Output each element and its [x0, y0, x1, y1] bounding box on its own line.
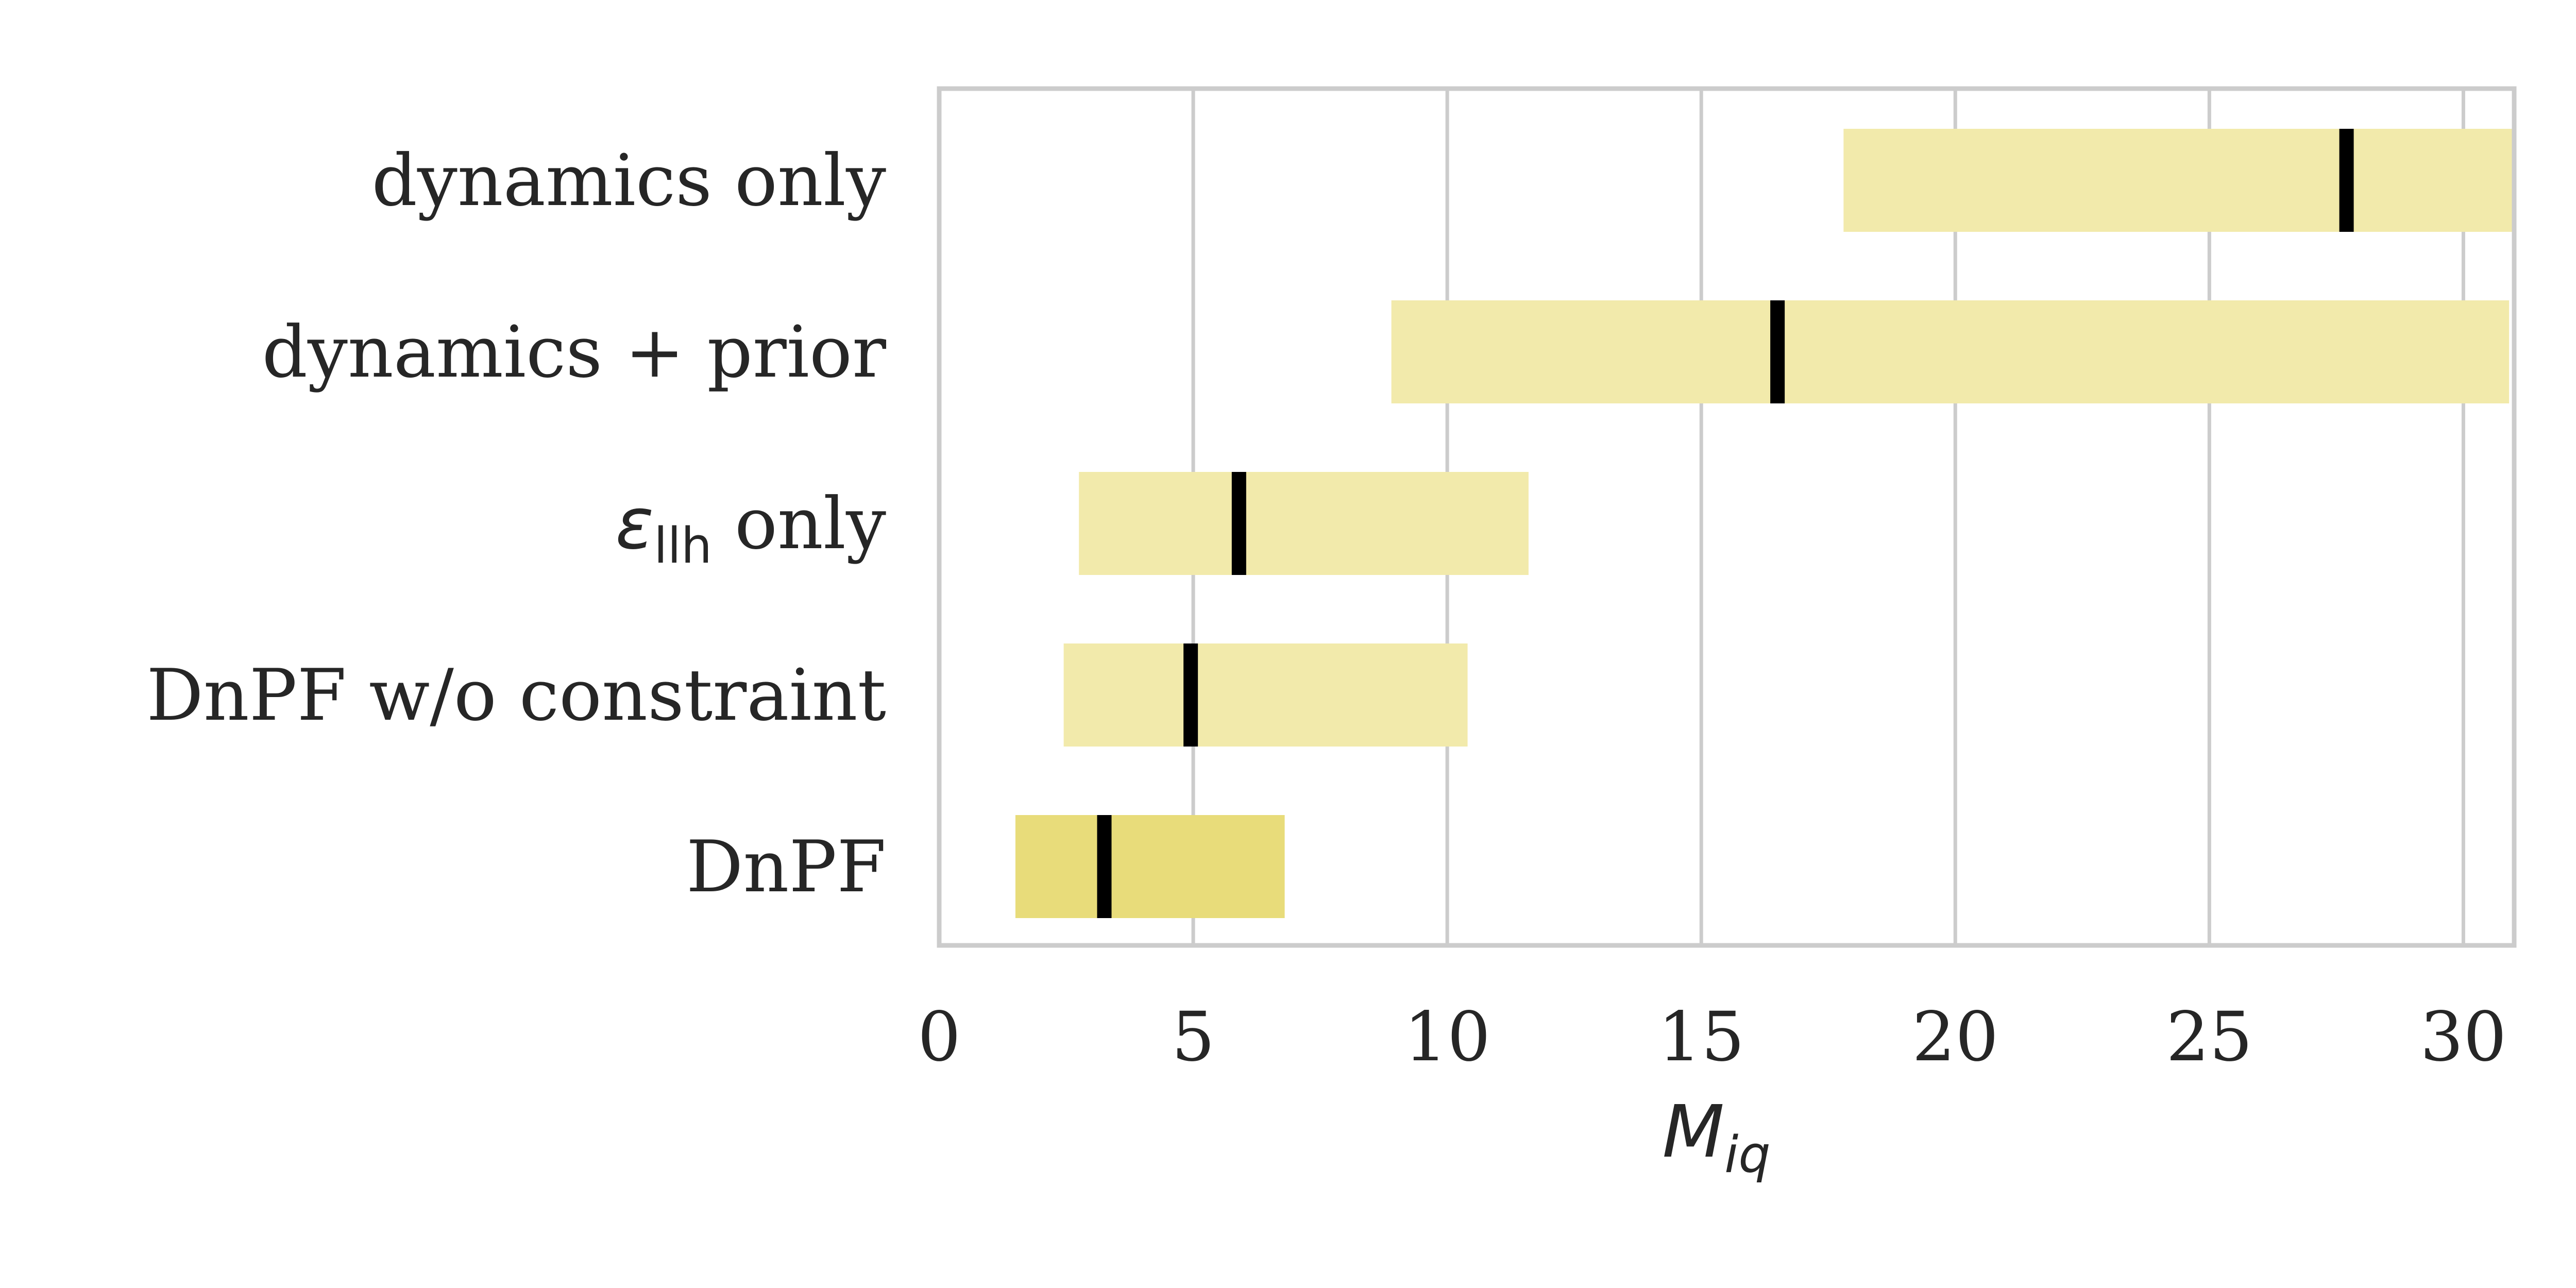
plot-frame	[937, 86, 2517, 948]
median-marker	[2339, 129, 2354, 232]
category-label: DnPF	[686, 825, 886, 908]
x-tick-label: 20	[1912, 997, 1998, 1077]
median-marker	[1231, 472, 1246, 575]
x-axis-label: Miq	[1662, 1090, 1770, 1184]
median-marker	[1183, 643, 1198, 747]
median-marker	[1770, 300, 1785, 403]
category-label-symbol: ε	[615, 482, 654, 565]
category-labels: dynamics only dynamics + prior εllh only Dn…	[146, 139, 886, 908]
category-label-subscript: llh	[654, 518, 712, 574]
x-tick-label: 25	[2166, 997, 2252, 1077]
category-label: dynamics only	[372, 139, 887, 222]
x-tick-labels: 0 5 10 15 20 25 30	[918, 997, 2506, 1077]
median-markers	[1097, 129, 2354, 918]
x-tick-label: 30	[2420, 997, 2506, 1077]
x-axis-label-main: M	[1662, 1090, 1724, 1174]
interval-bar	[1843, 129, 2514, 232]
category-label-text: only	[712, 482, 886, 565]
interval-bar	[1063, 643, 1468, 747]
interval-bar	[1015, 815, 1285, 918]
x-tick-label: 5	[1172, 997, 1215, 1077]
median-marker	[1097, 815, 1112, 918]
category-label: εllh only	[615, 482, 886, 574]
x-axis-label-sub: iq	[1724, 1126, 1770, 1184]
x-tick-label: 15	[1658, 997, 1744, 1077]
interval-bar	[1079, 472, 1529, 575]
x-tick-label: 0	[918, 997, 961, 1077]
category-label: DnPF w/o constraint	[146, 654, 886, 737]
interval-bars	[1015, 129, 2514, 918]
category-label: dynamics + prior	[262, 311, 886, 394]
x-tick-label: 10	[1404, 997, 1490, 1077]
interval-bar	[1391, 300, 2510, 403]
